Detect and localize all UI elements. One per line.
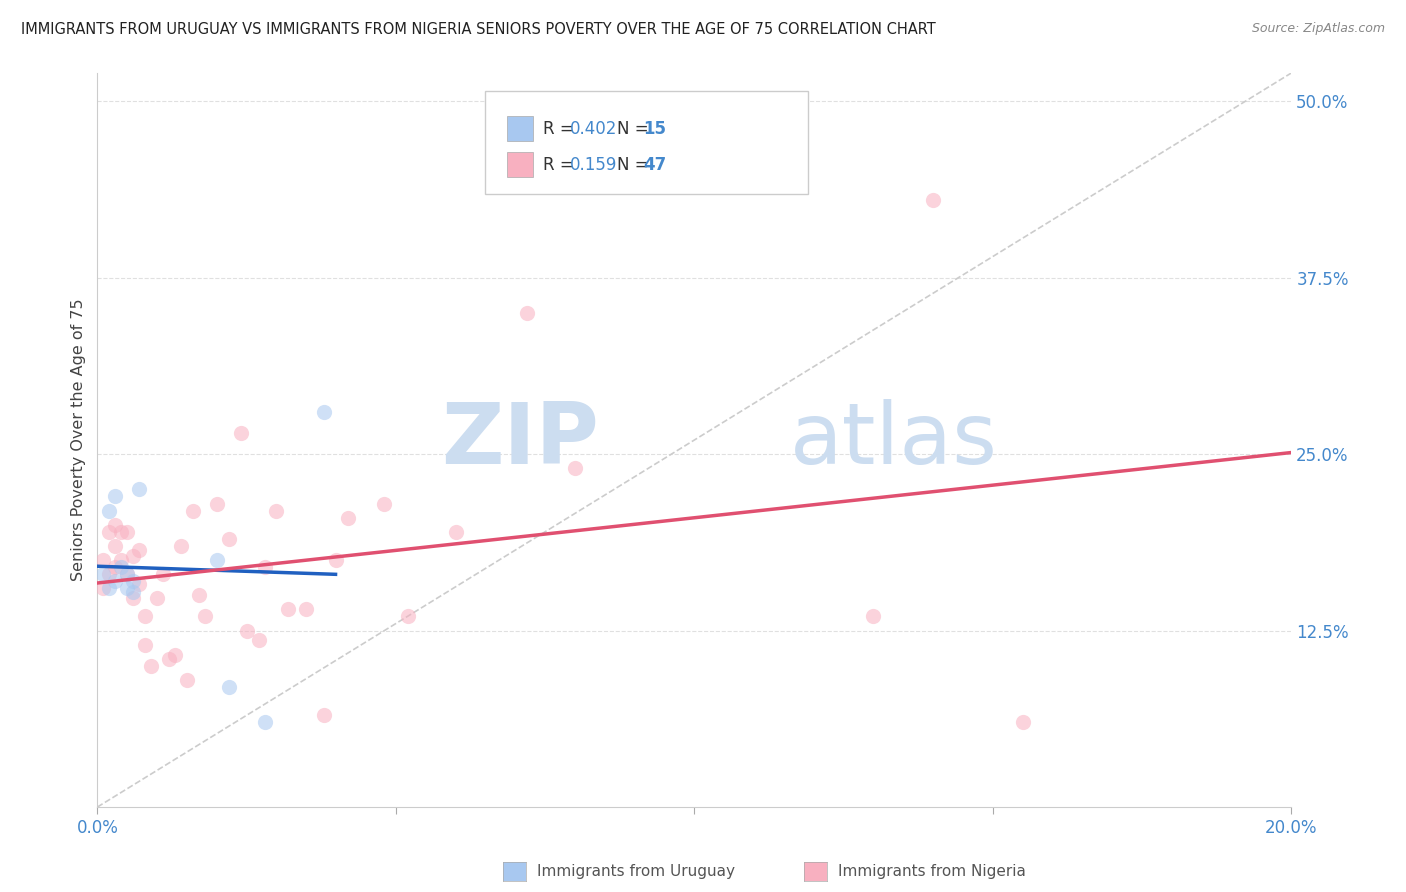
Point xyxy=(170,539,193,553)
Point xyxy=(98,524,121,539)
Point xyxy=(104,574,127,589)
Point xyxy=(862,609,884,624)
Point xyxy=(266,503,288,517)
Point xyxy=(146,591,169,606)
Point xyxy=(396,609,419,624)
Y-axis label: Seniors Poverty Over the Age of 75: Seniors Poverty Over the Age of 75 xyxy=(72,299,86,582)
Point xyxy=(253,715,276,730)
Point xyxy=(205,553,228,567)
Point xyxy=(122,549,145,563)
Point xyxy=(134,609,156,624)
Point xyxy=(373,497,395,511)
Point xyxy=(122,574,145,589)
Text: Source: ZipAtlas.com: Source: ZipAtlas.com xyxy=(1251,22,1385,36)
Point xyxy=(115,524,138,539)
Text: 0.402: 0.402 xyxy=(571,120,617,137)
Point xyxy=(205,497,228,511)
Point xyxy=(115,567,138,582)
Point xyxy=(176,673,198,687)
Point xyxy=(314,405,336,419)
Point xyxy=(235,624,257,638)
Point xyxy=(444,524,467,539)
Point xyxy=(122,585,145,599)
Point xyxy=(115,567,138,582)
Point xyxy=(516,306,538,320)
Point xyxy=(110,553,132,567)
Text: 47: 47 xyxy=(643,156,666,174)
Point xyxy=(181,503,204,517)
Point xyxy=(253,560,276,574)
Point xyxy=(104,490,127,504)
Point xyxy=(564,461,586,475)
Point xyxy=(134,638,156,652)
Point xyxy=(218,680,240,694)
Point xyxy=(91,567,114,582)
Point xyxy=(98,567,121,582)
Point xyxy=(139,659,162,673)
Text: Immigrants from Uruguay: Immigrants from Uruguay xyxy=(537,864,735,879)
Point xyxy=(91,553,114,567)
Point xyxy=(229,425,252,440)
Text: IMMIGRANTS FROM URUGUAY VS IMMIGRANTS FROM NIGERIA SENIORS POVERTY OVER THE AGE : IMMIGRANTS FROM URUGUAY VS IMMIGRANTS FR… xyxy=(21,22,936,37)
Point xyxy=(104,539,127,553)
FancyBboxPatch shape xyxy=(485,91,808,194)
Point xyxy=(314,708,336,723)
Point xyxy=(325,553,347,567)
Point xyxy=(277,602,299,616)
Point xyxy=(187,588,209,602)
Text: N =: N = xyxy=(617,156,654,174)
Text: 15: 15 xyxy=(643,120,666,137)
Point xyxy=(922,193,945,207)
Point xyxy=(104,517,127,532)
Point xyxy=(152,567,174,582)
Point xyxy=(1011,715,1033,730)
Point xyxy=(128,483,150,497)
Text: N =: N = xyxy=(617,120,654,137)
Text: atlas: atlas xyxy=(790,399,998,482)
Point xyxy=(98,581,121,595)
Point xyxy=(157,652,180,666)
Point xyxy=(194,609,217,624)
Text: R =: R = xyxy=(543,120,579,137)
Point xyxy=(110,524,132,539)
Point xyxy=(128,577,150,591)
Text: R =: R = xyxy=(543,156,583,174)
Text: ZIP: ZIP xyxy=(441,399,599,482)
Point xyxy=(218,532,240,546)
Bar xyxy=(508,152,533,178)
Point xyxy=(115,581,138,595)
Text: Immigrants from Nigeria: Immigrants from Nigeria xyxy=(838,864,1026,879)
Point xyxy=(91,581,114,595)
Point xyxy=(295,602,318,616)
Point xyxy=(104,560,127,574)
Point xyxy=(110,560,132,574)
Point xyxy=(163,648,186,662)
Point xyxy=(337,510,360,524)
Point xyxy=(247,633,270,648)
Point xyxy=(98,503,121,517)
Point xyxy=(128,543,150,558)
Bar xyxy=(508,116,533,141)
Text: 0.159: 0.159 xyxy=(571,156,617,174)
Point xyxy=(122,591,145,606)
